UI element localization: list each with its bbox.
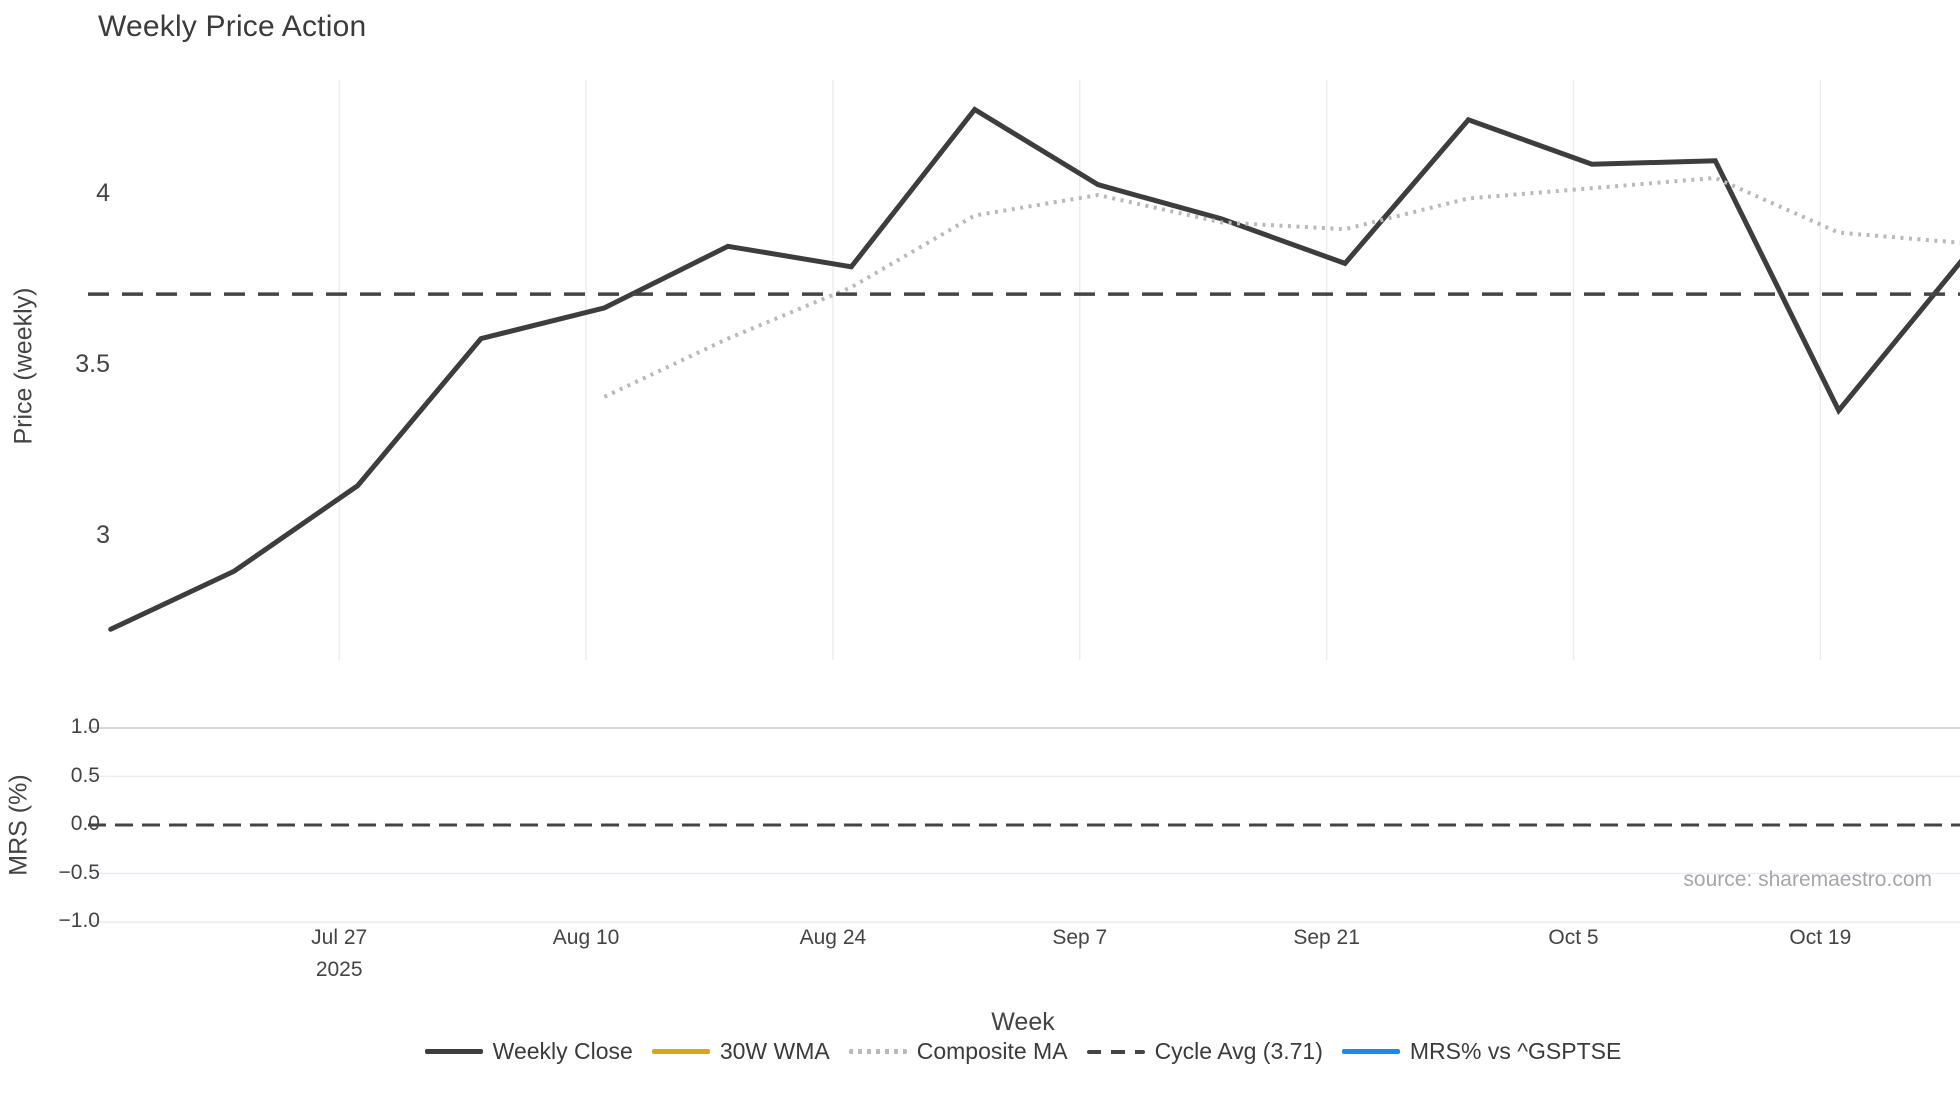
price-tick-label: 3 — [96, 521, 110, 550]
x-tick-label: Oct 19 — [1789, 926, 1852, 949]
legend-label-30w-wma: 30W WMA — [719, 1038, 830, 1064]
legend-label-mrs-vs-gsptse: MRS% vs ^GSPTSE — [1409, 1038, 1622, 1064]
legend-item-composite-ma[interactable]: Composite MA — [848, 1038, 1068, 1065]
legend-item-cycle-avg[interactable]: Cycle Avg (3.71) — [1086, 1038, 1323, 1065]
legend-label-composite-ma: Composite MA — [916, 1038, 1068, 1064]
legend-swatch-mrs-vs-gsptse — [1341, 1049, 1400, 1054]
legend-label-cycle-avg: Cycle Avg (3.71) — [1154, 1038, 1323, 1064]
legend-item-mrs-vs-gsptse[interactable]: MRS% vs ^GSPTSE — [1341, 1038, 1622, 1065]
legend-swatch-weekly-close — [424, 1049, 483, 1054]
mrs-tick-label: 0.5 — [70, 763, 100, 787]
price-tick-label: 3.5 — [75, 350, 110, 379]
chart-title: Weekly Price Action — [98, 10, 367, 43]
legend-item-weekly-close[interactable]: Weekly Close — [424, 1038, 633, 1065]
legend-swatch-cycle-avg — [1086, 1049, 1145, 1054]
x-tick-label: Sep 7 — [1052, 926, 1108, 949]
mrs-tick-label: −0.5 — [58, 860, 100, 884]
composite-ma-line — [603, 175, 1960, 399]
legend-swatch-composite-ma — [848, 1049, 907, 1054]
x-tick-label: Jul 27 — [311, 926, 368, 949]
x-tick-label: Aug 24 — [799, 926, 867, 949]
legend-swatch-30w-wma — [651, 1049, 710, 1054]
x-tick-year-label: 2025 — [315, 958, 363, 981]
x-tick-label: Aug 10 — [552, 926, 620, 949]
source-note: source: sharemaestro.com — [1683, 868, 1932, 891]
legend-item-30w-wma[interactable]: 30W WMA — [651, 1038, 830, 1065]
mrs-tick-label: 0.0 — [70, 811, 100, 835]
legend: Weekly Close 30W WMA Composite MA Cycle Avg… — [86, 1038, 1960, 1065]
x-tick-label: Sep 21 — [1293, 926, 1360, 949]
x-tick-label: Oct 5 — [1548, 926, 1599, 949]
weekly-close-line — [108, 106, 1960, 632]
x-axis-title: Week — [991, 1008, 1055, 1036]
mrs-tick-label: 1.0 — [70, 714, 100, 738]
legend-label-weekly-close: Weekly Close — [492, 1038, 633, 1064]
price-tick-label: 4 — [96, 179, 110, 208]
mrs-tick-label: −1.0 — [58, 908, 100, 932]
